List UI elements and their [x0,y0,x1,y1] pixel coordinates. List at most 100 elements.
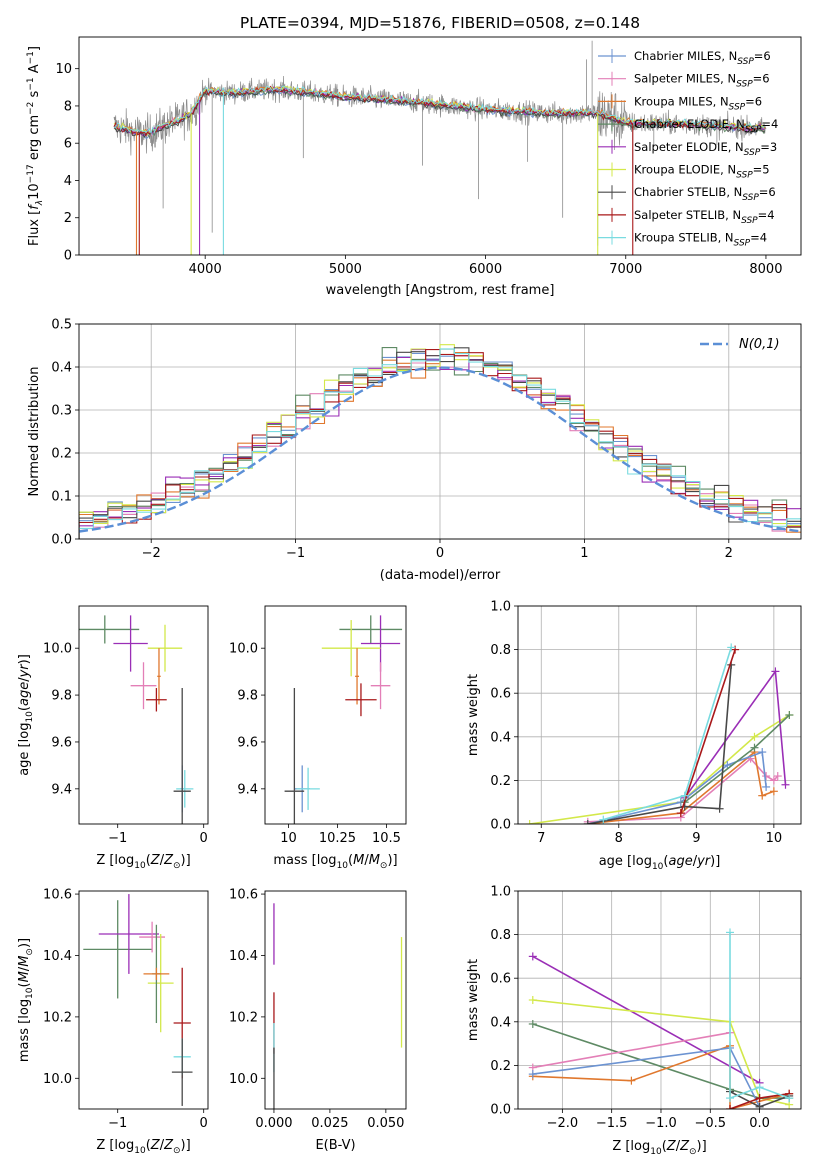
weight-line [532,1031,731,1069]
label-part: ⊙ [689,1147,697,1157]
z_vs_age-panel: −1 09.49.69.810.0Z [log10(Z/Z⊙)]age [log1… [17,605,209,871]
weight-line [529,714,790,824]
label-part: =4 [750,231,767,245]
z_weights-panel: −2.0 −1.5 −1.0 −0.5 0.0 0.0 0.2 0.4 0.6 0.8 1.0 Z [… [466,885,802,1157]
x-tick-label: 0.025 [311,1116,348,1131]
y-tick-label: 0.4 [490,1015,511,1030]
x-tick-label: 1 [580,546,588,561]
label-part: f [27,203,42,210]
x-tick-label: 0.050 [367,1116,404,1131]
label-part: Z [666,1139,677,1154]
points [284,615,403,824]
x-tick-label: −1.5 [596,1116,628,1131]
label-part: Salpeter ELODIE, N [634,140,744,154]
label-part: Chabrier STELIB, N [634,185,742,199]
y-tick-label: 0.2 [490,1059,511,1074]
label-part: =6 [759,185,776,199]
label-part: =6 [753,72,770,86]
weight-line [532,955,760,1084]
x-tick-label: −1 [108,831,127,846]
z_vs_mass-xlabel: Z [log10(Z/Z⊙)] [96,1138,190,1156]
y-tick-label: 0.0 [490,1103,511,1118]
label-part: Chabrier MILES, N [634,49,737,63]
y-tick-label: 10.4 [229,949,258,964]
label-part: yr [17,663,32,679]
age_weights-ylabel: mass weight [466,674,481,756]
label-part: )] [697,1139,707,1154]
y-tick-label: 0.6 [490,972,511,987]
y-tick-label: 10.0 [43,1072,72,1087]
x-tick-label: 6000 [469,262,502,277]
x-tick-label: 0.0 [749,1116,770,1131]
label-part: ( [146,1138,151,1153]
x-tick-label: 2 [725,546,733,561]
x-tick-label: 0.000 [255,1116,292,1131]
label-part: )] [387,853,397,868]
x-tick-label: −1 [108,1116,127,1131]
label-part: 10 [134,861,146,871]
ebv-panel: 0.000 0.025 0.050 10.0 10.2 10.4 10.6 E(B-V) [229,888,407,1153]
residual-panel: −2 −1 0 1 2 0.0 0.1 0.2 0.3 0.4 0.5 (data-model)/er… [27,318,802,583]
label-part: / [160,853,165,868]
y-tick-label: 10.2 [229,1010,258,1025]
legend-entry: Chabrier ELODIE, NSSP=4 [634,117,778,135]
y-tick-label: 0.5 [51,318,72,333]
histograms [79,344,801,539]
histogram-kroupa_stelib [79,348,801,539]
y-tick-label: 9.6 [51,735,72,750]
label-part: =3 [760,140,777,154]
y-tick-label: 4 [64,174,72,189]
label-part: Kroupa STELIB, N [634,231,734,245]
label-part: 10 [27,183,42,200]
label-part: SSP [744,148,761,158]
label-part: 10 [25,987,35,999]
label-part: / [364,853,369,868]
x-tick-label: −1 [286,546,305,561]
y-tick-label: 0.4 [490,730,511,745]
y-tick-label: 0.2 [51,447,72,462]
model-line-kroupa_stelib [113,85,766,135]
x-tick-label: 5000 [329,262,362,277]
x-tick-label: 10 [766,831,783,846]
ebv-xlabel: E(B-V) [315,1138,355,1153]
axes-frame [517,890,802,1110]
x-tick-label: 4000 [189,262,222,277]
label-part: −17 [26,164,36,183]
x-tick-label: −0.5 [694,1116,726,1131]
label-part: ( [662,1139,667,1154]
x-tick-label: 9 [692,831,700,846]
y-tick-label: 0.6 [490,687,511,702]
label-part: λ [35,200,45,206]
residual-ylabel: Normed distribution [27,367,42,497]
label-part: / [17,966,32,971]
label-part: M [353,853,364,868]
y-tick-label: 0 [64,249,72,264]
label-part: erg cm [27,115,42,164]
label-part: yr [696,854,712,869]
label-part: SSP [745,125,762,135]
y-tick-label: 0.0 [51,533,72,548]
x-tick-label: −1.0 [645,1116,677,1131]
x-tick-label: −2.0 [547,1116,579,1131]
axes-frame [78,36,802,256]
x-tick-label: 10 [280,831,297,846]
label-part: −2 [26,102,36,115]
axes-frame [78,323,802,540]
label-part: 10 [652,862,664,872]
x-tick-label: 8000 [749,262,782,277]
label-part: ⊙ [380,861,388,871]
y-tick-label: 10.0 [43,642,72,657]
label-part: ( [17,982,32,987]
y-tick-label: 9.8 [51,689,72,704]
legend-entry: Kroupa STELIB, NSSP=4 [634,231,767,249]
label-part: =6 [754,49,771,63]
label-part: ] [27,46,42,51]
series [528,928,794,1109]
x-tick-label: −2 [142,546,161,561]
label-part: 10 [25,711,35,723]
label-part: Z [log [96,1138,134,1153]
label-part: SSP [736,80,753,90]
label-part: =5 [753,163,770,177]
weight-line [587,757,779,823]
